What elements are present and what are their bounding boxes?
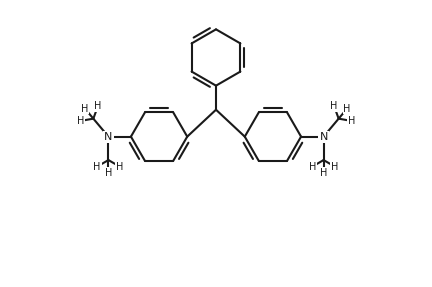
Text: H: H bbox=[116, 162, 124, 172]
Text: H: H bbox=[330, 101, 338, 111]
Text: H: H bbox=[343, 104, 351, 114]
Text: H: H bbox=[105, 168, 112, 178]
Text: H: H bbox=[308, 162, 316, 172]
Text: H: H bbox=[331, 162, 339, 172]
Text: H: H bbox=[320, 168, 327, 178]
Text: N: N bbox=[319, 132, 328, 141]
Text: N: N bbox=[104, 132, 113, 141]
Text: H: H bbox=[93, 162, 101, 172]
Text: H: H bbox=[94, 101, 102, 111]
Text: H: H bbox=[77, 116, 84, 126]
Text: H: H bbox=[81, 104, 89, 114]
Text: H: H bbox=[348, 116, 355, 126]
